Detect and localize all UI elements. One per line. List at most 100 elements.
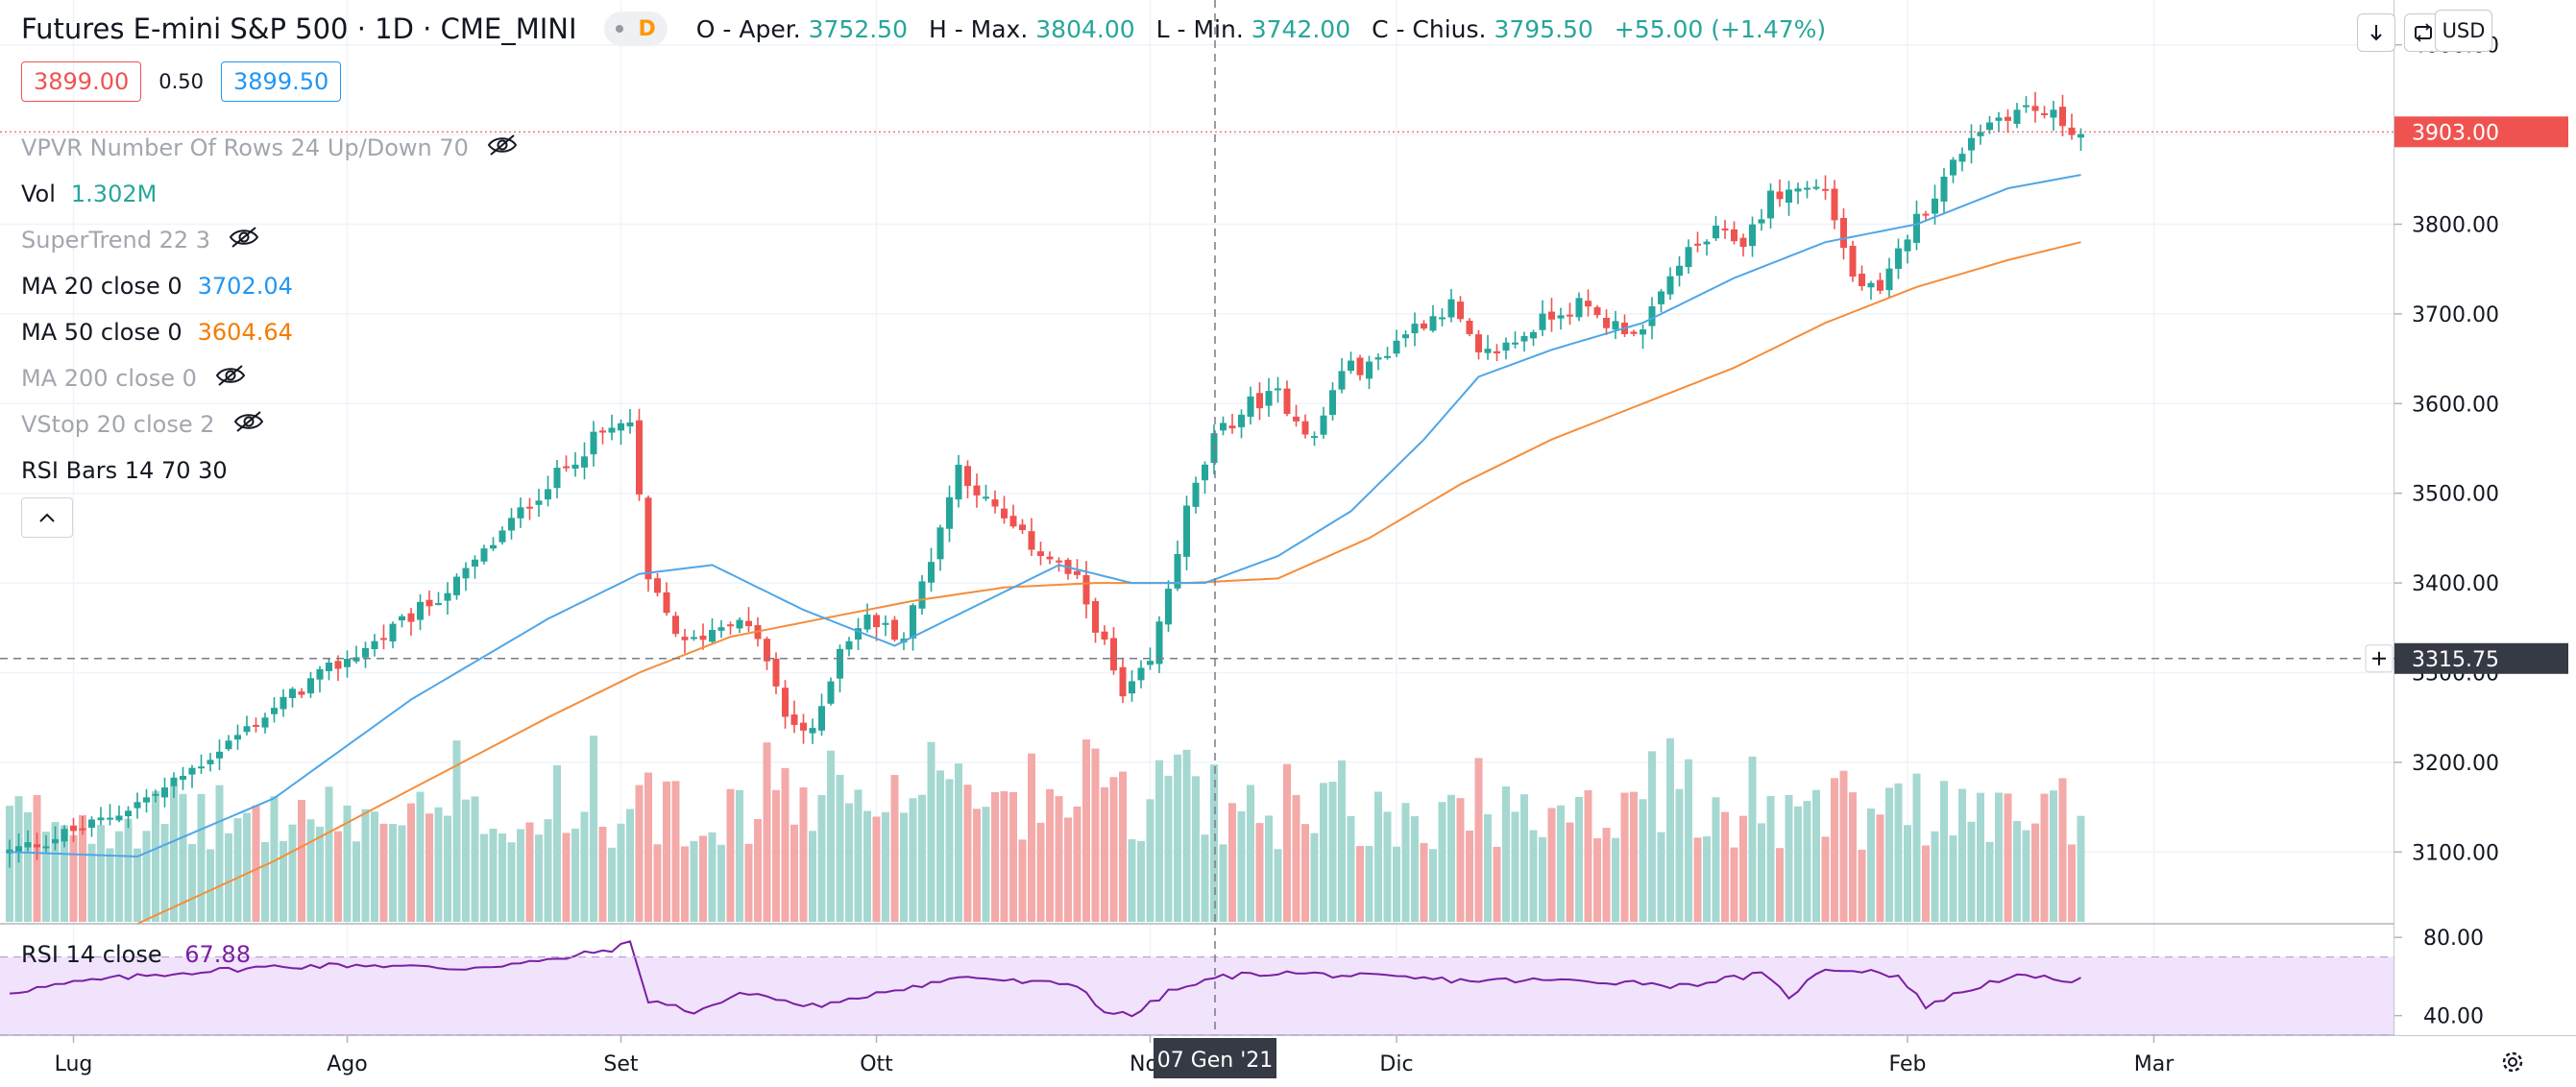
candle-body[interactable] (1640, 329, 1646, 335)
candle-body[interactable] (1859, 274, 1865, 286)
candle-body[interactable] (1593, 306, 1601, 316)
candle-body[interactable] (800, 722, 807, 731)
candle-body[interactable] (352, 657, 360, 662)
candle-body[interactable] (1165, 589, 1172, 625)
candle-body[interactable] (2005, 116, 2011, 121)
candle-body[interactable] (736, 619, 743, 629)
candle-body[interactable] (1019, 524, 1026, 531)
buy-price-button[interactable]: 3899.50 (221, 61, 342, 102)
collapse-indicators-button[interactable] (21, 497, 73, 538)
eye-crossed-icon[interactable] (214, 363, 247, 394)
candle-body[interactable] (1384, 355, 1391, 358)
candle-body[interactable] (1202, 464, 1208, 481)
candle-body[interactable] (407, 613, 415, 622)
candle-body[interactable] (125, 810, 132, 817)
candle-body[interactable] (672, 616, 679, 635)
candle-body[interactable] (1210, 433, 1218, 464)
candle-body[interactable] (1174, 553, 1181, 589)
candle-body[interactable] (1393, 340, 1400, 354)
candle-body[interactable] (1421, 323, 1427, 329)
candle-body[interactable] (2059, 107, 2066, 127)
candle-body[interactable] (1009, 516, 1017, 527)
indicator-rsi-bars[interactable]: RSI Bars 14 70 30 (21, 447, 519, 494)
candle-body[interactable] (1812, 186, 1820, 189)
candle-body[interactable] (1666, 276, 1674, 295)
candle-body[interactable] (1311, 436, 1318, 439)
candle-body[interactable] (1958, 154, 1966, 162)
scroll-to-latest-button[interactable] (2357, 13, 2395, 52)
candle-body[interactable] (234, 735, 241, 740)
candle-body[interactable] (243, 726, 251, 733)
candle-body[interactable] (1447, 299, 1455, 318)
plus-icon[interactable] (2365, 644, 2394, 673)
candle-body[interactable] (1585, 301, 1592, 307)
candle-body[interactable] (837, 648, 843, 679)
candle-body[interactable] (1192, 482, 1200, 507)
candle-body[interactable] (115, 815, 123, 821)
candle-body[interactable] (590, 431, 597, 455)
indicator-vpvr[interactable]: VPVR Number Of Rows 24 Up/Down 70 (21, 125, 519, 171)
candle-body[interactable] (1713, 225, 1719, 239)
candle-body[interactable] (1721, 228, 1729, 230)
candle-body[interactable] (654, 578, 661, 593)
candle-body[interactable] (344, 659, 351, 667)
candlesticks[interactable] (6, 91, 2085, 868)
candle-body[interactable] (472, 559, 478, 568)
eye-crossed-icon[interactable] (228, 225, 260, 255)
candle-body[interactable] (928, 562, 935, 583)
candle-body[interactable] (1849, 246, 1857, 278)
candle-body[interactable] (636, 420, 643, 495)
candle-body[interactable] (526, 506, 533, 509)
candle-body[interactable] (1046, 556, 1054, 560)
sell-price-button[interactable]: 3899.00 (21, 61, 142, 102)
candle-body[interactable] (1512, 342, 1519, 345)
candle-body[interactable] (2041, 112, 2048, 115)
candle-body[interactable] (1137, 667, 1145, 681)
candle-body[interactable] (1548, 311, 1555, 320)
candle-body[interactable] (498, 530, 506, 543)
candle-body[interactable] (1685, 247, 1692, 268)
candle-body[interactable] (1630, 331, 1638, 334)
candle-body[interactable] (161, 787, 168, 798)
candle-body[interactable] (1411, 324, 1419, 334)
candle-body[interactable] (1557, 315, 1565, 319)
candle-body[interactable] (1429, 316, 1437, 331)
candle-body[interactable] (1986, 122, 1993, 131)
candle-body[interactable] (1658, 291, 1665, 304)
candle-body[interactable] (198, 766, 205, 769)
candle-body[interactable] (882, 622, 889, 625)
candle-body[interactable] (1439, 317, 1446, 320)
candle-body[interactable] (1822, 188, 1829, 191)
candle-body[interactable] (918, 581, 926, 609)
candle-body[interactable] (15, 846, 22, 853)
candle-body[interactable] (845, 640, 853, 650)
candle-body[interactable] (453, 576, 460, 595)
candle-body[interactable] (1082, 574, 1090, 605)
candle-body[interactable] (2078, 133, 2084, 138)
indicator-ma20[interactable]: MA 20 close 0 3702.04 (21, 263, 519, 309)
candle-body[interactable] (261, 717, 269, 728)
candle-body[interactable] (1484, 349, 1492, 353)
candle-body[interactable] (134, 802, 141, 809)
candle-body[interactable] (1922, 213, 1930, 216)
indicator-supertrend[interactable]: SuperTrend 22 3 (21, 217, 519, 263)
chart-settings-button[interactable] (2493, 1043, 2532, 1081)
candle-body[interactable] (1338, 371, 1346, 390)
candle-body[interactable] (435, 603, 442, 606)
candle-body[interactable] (1530, 331, 1537, 339)
price-axis[interactable]: 3100.003200.003300.003400.003500.003600.… (2394, 0, 2576, 1035)
candle-body[interactable] (253, 724, 259, 727)
candle-body[interactable] (1867, 282, 1875, 288)
candle-body[interactable] (1183, 505, 1190, 557)
candle-body[interactable] (307, 678, 314, 694)
currency-button[interactable]: USD (2435, 10, 2492, 52)
candle-body[interactable] (571, 464, 579, 470)
indicator-volume[interactable]: Vol 1.302M (21, 171, 519, 217)
candle-body[interactable] (553, 468, 561, 489)
candle-body[interactable] (1147, 661, 1154, 665)
candle-body[interactable] (1275, 388, 1281, 391)
candle-body[interactable] (1786, 189, 1792, 204)
candle-body[interactable] (188, 767, 196, 775)
candle-body[interactable] (709, 629, 716, 642)
